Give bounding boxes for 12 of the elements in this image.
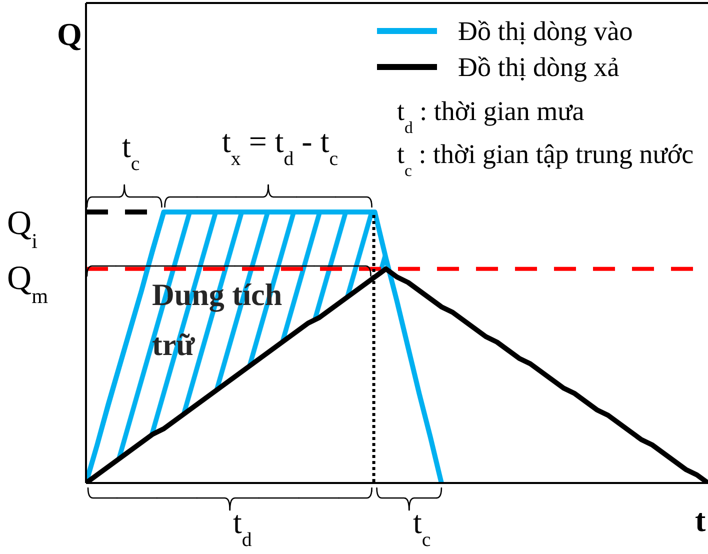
legend-label: Đồ thị dòng vào xyxy=(458,16,633,46)
text: t$_{c}$ xyxy=(122,128,140,176)
text: Q$_{i}$ xyxy=(7,205,38,254)
x-axis-title: t xyxy=(695,502,706,538)
text: t$_{c}$ : thời gian tập trung nước xyxy=(397,139,694,180)
text: t$_{d}$ : thời gian mưa xyxy=(397,96,584,137)
ref-line-label: Q$_{m}$ xyxy=(7,260,49,308)
legend-label: Đồ thị dòng xả xyxy=(458,52,620,82)
text: Q xyxy=(57,16,82,52)
text: t$_{c}$ xyxy=(413,504,431,552)
text: t$_{d}$ xyxy=(233,504,252,552)
text: t$_{x}$ = t$_{d}$ - t$_{c}$ xyxy=(222,123,338,170)
